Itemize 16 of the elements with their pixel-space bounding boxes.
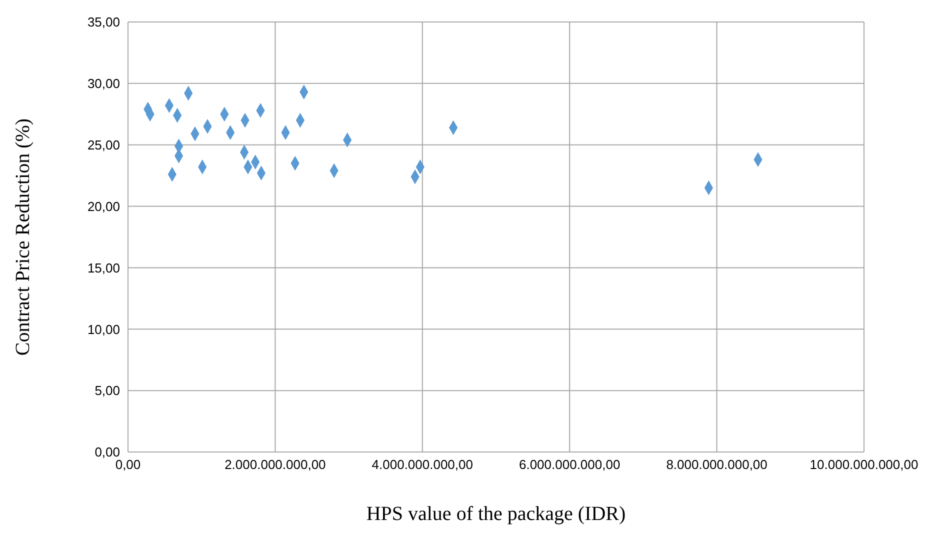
x-tick-label: 6.000.000.000,00	[518, 457, 620, 472]
x-tick-label: 2.000.000.000,00	[224, 457, 326, 472]
x-tick-label: 0,00	[115, 457, 141, 472]
y-tick-label: 35,00	[87, 14, 120, 30]
y-tick-label: 0,00	[94, 444, 120, 460]
x-tick-label: 10.000.000.000,00	[810, 457, 918, 472]
x-tick-label: 8.000.000.000,00	[666, 457, 768, 472]
y-tick-label: 25,00	[87, 137, 120, 152]
y-tick-label: 15,00	[87, 260, 120, 276]
x-axis-title: HPS value of the package (IDR)	[366, 503, 626, 525]
y-tick-label: 30,00	[87, 76, 120, 92]
y-tick-label: 20,00	[87, 198, 120, 214]
y-tick-label: 5,00	[94, 383, 120, 398]
y-tick-label: 10,00	[87, 322, 120, 337]
y-axis-title: Contract Price Reduction (%)	[12, 118, 34, 356]
x-tick-label: 4.000.000.000,00	[372, 457, 474, 472]
